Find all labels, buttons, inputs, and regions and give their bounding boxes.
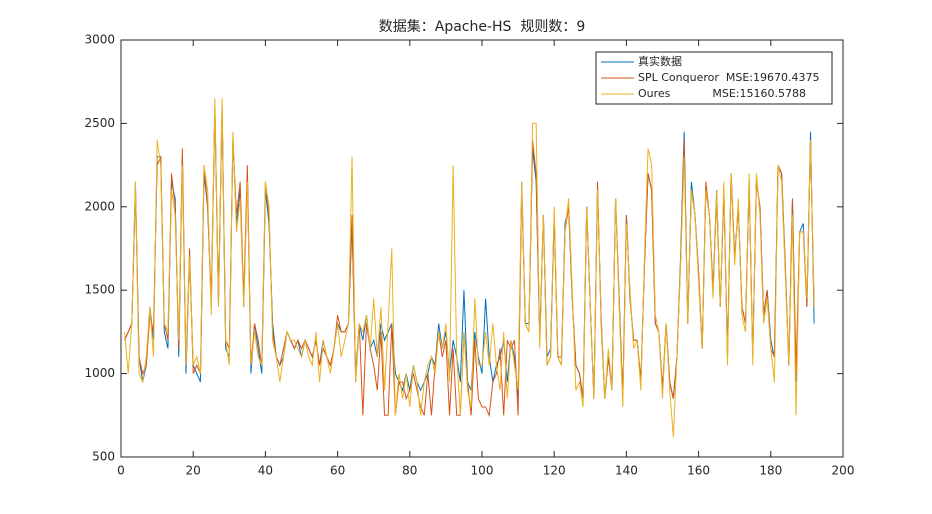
y-tick-label: 1000: [84, 366, 115, 380]
y-tick-label: 3000: [84, 33, 115, 47]
x-tick-label: 160: [687, 464, 710, 478]
legend-label: Oures MSE:15160.5788: [638, 87, 806, 100]
legend-label: 真实数据: [638, 54, 682, 68]
y-tick-label: 2000: [84, 199, 115, 213]
x-tick-label: 200: [832, 464, 855, 478]
x-tick-label: 60: [330, 464, 345, 478]
x-tick-label: 180: [759, 464, 782, 478]
x-tick-label: 140: [615, 464, 638, 478]
x-tick-label: 40: [258, 464, 273, 478]
x-tick-label: 20: [186, 464, 201, 478]
y-tick-label: 1500: [84, 283, 115, 297]
y-tick-label: 2500: [84, 116, 115, 130]
y-tick-label: 500: [92, 450, 115, 464]
series-line: [124, 98, 815, 438]
x-tick-label: 0: [117, 464, 125, 478]
x-tick-label: 120: [543, 464, 566, 478]
x-tick-label: 100: [471, 464, 494, 478]
legend-box: [595, 51, 833, 105]
x-tick-label: 80: [402, 464, 417, 478]
legend-label: SPL Conqueror MSE:19670.4375: [638, 71, 819, 84]
chart-title: 数据集：Apache-HS 规则数：9: [379, 18, 586, 35]
